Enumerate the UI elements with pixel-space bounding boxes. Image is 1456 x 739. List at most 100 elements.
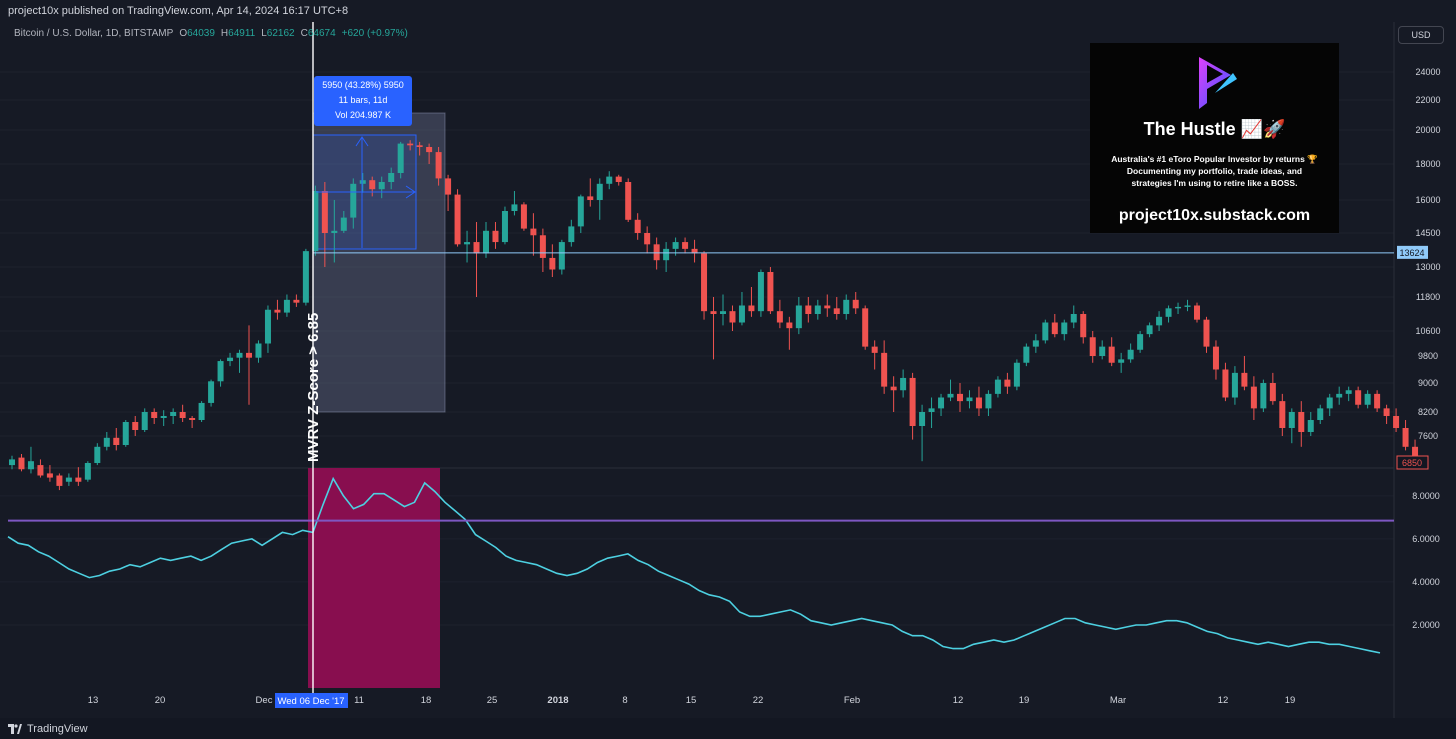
candle-body	[1175, 306, 1182, 309]
candle-body	[132, 422, 139, 430]
indicator-axis-label: 6.0000	[1412, 534, 1440, 544]
candle-body	[208, 381, 215, 403]
candle-body	[122, 422, 129, 445]
candle-body	[217, 361, 224, 382]
candle-body	[530, 228, 537, 236]
horizontal-line-tag: 13624	[1399, 248, 1424, 258]
candle-body	[397, 143, 404, 173]
candle-body	[1127, 349, 1134, 360]
cursor-date-bg	[275, 693, 348, 708]
time-axis-label: 22	[753, 695, 764, 706]
candle-body	[900, 377, 907, 391]
candle-body	[615, 176, 622, 182]
candle-body	[1080, 314, 1087, 338]
candle-body	[928, 408, 935, 412]
price-axis-label: 11800	[1416, 292, 1440, 302]
candle-body	[862, 308, 869, 347]
change-value: +620 (+0.97%)	[341, 28, 408, 39]
measure-arrow-right	[405, 185, 416, 199]
candle-body	[644, 233, 651, 245]
candle-body	[1165, 308, 1172, 317]
currency-button[interactable]: USD	[1398, 26, 1444, 44]
candle-body	[18, 457, 25, 470]
close-label: C	[300, 28, 308, 39]
candle-body	[1061, 322, 1068, 335]
candle-body	[302, 251, 309, 303]
candle-body	[1317, 408, 1324, 420]
candle-body	[1023, 346, 1030, 363]
high-label: H	[220, 28, 229, 39]
candle-body	[274, 309, 281, 313]
time-axis-label: 11	[354, 695, 364, 706]
promo-banner: The Hustle 📈🚀 Australia's #1 eToro Popul…	[1090, 43, 1339, 233]
price-axis-label: 20000	[1415, 125, 1440, 135]
time-axis-label: 2018	[547, 695, 568, 706]
time-axis-label: 20	[155, 695, 166, 706]
candle-body	[9, 459, 15, 466]
candle-body	[483, 230, 489, 254]
chart-svg[interactable]: MVRV Z-Score > 6.85 24000 22000 20000 18000…	[0, 22, 1456, 718]
candle-body	[634, 219, 641, 233]
candle-body	[568, 226, 575, 243]
candle-body	[1364, 393, 1371, 405]
footer-brand[interactable]: TradingView	[27, 722, 88, 735]
candle-body	[625, 182, 632, 220]
candlestick-series	[9, 140, 1419, 491]
candle-body	[388, 173, 395, 182]
price-axis-label: 16000	[1415, 195, 1440, 205]
candle-body	[473, 242, 480, 254]
candle-body	[824, 305, 831, 309]
promo-title: The Hustle 📈🚀	[1143, 119, 1286, 139]
publisher-text: project10x published on TradingView.com,…	[8, 5, 349, 17]
candle-body	[606, 176, 613, 184]
candle-body	[919, 412, 926, 426]
axes: 24000 22000 20000 18000 16000 14500 13000 11800…	[88, 67, 1441, 708]
candle-body	[786, 322, 793, 329]
candle-body	[1288, 412, 1295, 428]
mvrv-indicator	[7, 476, 1394, 654]
indicator-axis-label: 4.0000	[1412, 577, 1440, 587]
mvrv-z-score-line	[7, 476, 1381, 654]
open-value: 64039	[187, 28, 215, 39]
candle-body	[587, 196, 594, 200]
candle-body	[246, 352, 252, 358]
candle-body	[738, 305, 745, 323]
candle-body	[283, 299, 290, 313]
candle-body	[577, 196, 584, 227]
candle-body	[1194, 305, 1200, 320]
candle-body	[94, 446, 101, 463]
candle-body	[1402, 428, 1409, 447]
mvrv-highlight	[308, 112, 446, 688]
candle-body	[426, 147, 433, 153]
candle-body	[1279, 401, 1286, 428]
indicator-axis-label: 8.0000	[1412, 491, 1440, 501]
promo-url[interactable]: project10x.substack.com	[1118, 207, 1311, 224]
measure-line-2: 11 bars, 11d	[338, 95, 388, 105]
mvrv-highlight-zone	[308, 468, 440, 688]
candle-body	[549, 257, 556, 270]
measure-tooltip: 5950 (43.28%) 5950 11 bars, 11d Vol 204.…	[314, 76, 412, 126]
time-axis-label: 8	[622, 695, 627, 706]
candle-body	[767, 272, 774, 312]
candle-body	[814, 305, 821, 314]
price-axis-label: 10600	[1415, 326, 1440, 336]
measure-arrow-up	[355, 136, 369, 147]
candle-body	[227, 357, 234, 362]
mvrv-annotation: MVRV Z-Score > 6.85	[305, 313, 322, 462]
current-price-tag-bg	[1396, 455, 1429, 470]
tradingview-logo-icon[interactable]	[8, 723, 22, 734]
candle-body	[947, 393, 954, 398]
candle-body	[938, 397, 945, 409]
candle-body	[795, 305, 802, 329]
candle-body	[501, 211, 508, 243]
price-axis-label: 8200	[1418, 407, 1438, 417]
candle-body	[435, 152, 442, 179]
candle-body	[966, 397, 973, 402]
candle-body	[710, 311, 717, 314]
promo-description: Australia's #1 eToro Popular Investor by…	[1096, 153, 1333, 189]
low-label: L	[261, 28, 267, 39]
symbol-info: Bitcoin / U.S. Dollar, 1D, BITSTAMP O640…	[14, 28, 408, 39]
candle-body	[151, 412, 158, 418]
indicator-axis-label: 2.0000	[1412, 620, 1440, 630]
candle-body	[558, 242, 565, 270]
